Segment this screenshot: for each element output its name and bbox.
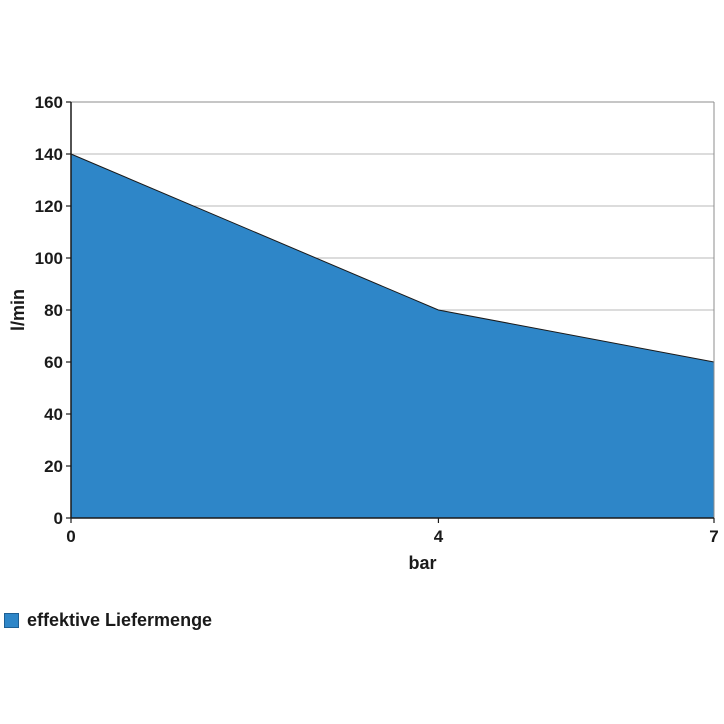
y-tick-label-20: 20 bbox=[44, 457, 63, 476]
y-tick-label-60: 60 bbox=[44, 353, 63, 372]
y-tick-labels: 0 20 40 60 80 100 120 140 160 bbox=[35, 93, 71, 528]
legend-swatch bbox=[4, 613, 19, 628]
x-axis-title: bar bbox=[408, 553, 436, 573]
y-tick-label-140: 140 bbox=[35, 145, 63, 164]
y-tick-label-80: 80 bbox=[44, 301, 63, 320]
series-line-0 bbox=[70, 153, 715, 363]
x-tick-label-0: 0 bbox=[66, 527, 75, 546]
y-axis-title: l/min bbox=[8, 289, 28, 331]
y-tick-label-40: 40 bbox=[44, 405, 63, 424]
series-area-0 bbox=[71, 154, 714, 518]
legend: effektive Liefermenge bbox=[4, 610, 212, 631]
y-tick-label-120: 120 bbox=[35, 197, 63, 216]
x-tick-label-4: 4 bbox=[434, 527, 444, 546]
y-tick-label-100: 100 bbox=[35, 249, 63, 268]
series-area-layer bbox=[70, 153, 715, 518]
y-tick-label-160: 160 bbox=[35, 93, 63, 112]
x-tick-labels: 0 4 7 bbox=[66, 518, 719, 546]
y-tick-label-0: 0 bbox=[54, 509, 63, 528]
legend-label: effektive Liefermenge bbox=[27, 610, 213, 630]
x-tick-label-7: 7 bbox=[709, 527, 718, 546]
